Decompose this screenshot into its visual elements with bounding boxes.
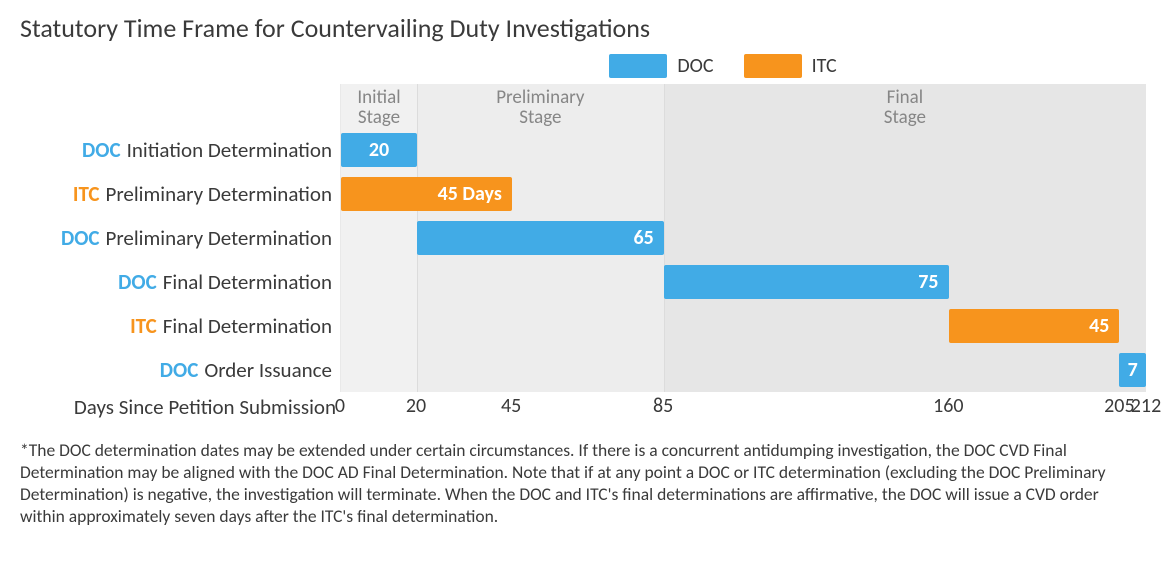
bar-row: 45: [341, 304, 1146, 348]
label-header-spacer: [20, 84, 340, 128]
gantt-bar: 65: [417, 221, 664, 255]
row-label: DOCInitiation Determination: [20, 128, 340, 172]
y-axis-labels: DOCInitiation DeterminationITCPreliminar…: [20, 84, 340, 422]
row-label: DOCPreliminary Determination: [20, 216, 340, 260]
row-label: DOCOrder Issuance: [20, 348, 340, 392]
bar-value-label: 45: [1089, 314, 1109, 338]
bar-value-label: 65: [633, 226, 653, 250]
row-label-text: Final Determination: [163, 313, 332, 339]
legend-item-itc: ITC: [744, 54, 837, 78]
chart-title: Statutory Time Frame for Countervailing …: [20, 12, 1146, 44]
row-label-org: DOC: [160, 357, 199, 383]
bar-value-label: 7: [1128, 358, 1138, 382]
row-label-org: ITC: [73, 181, 100, 207]
bar-value-label: 75: [918, 270, 938, 294]
x-tick: 45: [501, 394, 521, 418]
plot-area: InitialStagePreliminaryStageFinalStage 2…: [340, 84, 1146, 392]
gantt-bar: 7: [1119, 353, 1146, 387]
row-label-org: DOC: [82, 137, 121, 163]
bar-row: 20: [341, 128, 1146, 172]
gantt-bar: 75: [664, 265, 949, 299]
x-tick: 0: [335, 394, 345, 418]
row-label-text: Preliminary Determination: [106, 181, 332, 207]
stage-label-initial: InitialStage: [341, 88, 417, 128]
row-label-org: DOC: [118, 269, 157, 295]
x-tick: 160: [933, 394, 963, 418]
legend-swatch-itc: [744, 54, 802, 78]
gantt-bar: 45: [949, 309, 1120, 343]
row-label-text: Initiation Determination: [127, 137, 332, 163]
row-label-text: Order Issuance: [204, 357, 332, 383]
x-axis-ticks: 0204585160205212: [340, 392, 1146, 422]
x-tick: 20: [406, 394, 426, 418]
legend-item-doc: DOC: [609, 54, 713, 78]
x-tick: 85: [653, 394, 673, 418]
row-label-text: Final Determination: [163, 269, 332, 295]
bars-container: 20 45 Days 65 75 45 7: [341, 128, 1146, 392]
row-label: ITCFinal Determination: [20, 304, 340, 348]
legend-swatch-doc: [609, 54, 667, 78]
bar-row: 7: [341, 348, 1146, 392]
row-label-text: Preliminary Determination: [106, 225, 332, 251]
row-label-org: DOC: [61, 225, 100, 251]
bar-row: 65: [341, 216, 1146, 260]
legend-label-doc: DOC: [677, 54, 713, 78]
x-axis-title: Days Since Petition Submission: [20, 392, 340, 422]
row-label: ITCPreliminary Determination: [20, 172, 340, 216]
footnote: *The DOC determination dates may be exte…: [20, 440, 1146, 528]
bar-value-label: 20: [369, 138, 389, 162]
legend: DOC ITC: [300, 54, 1146, 78]
stage-label-final: FinalStage: [664, 88, 1146, 128]
bar-row: 45 Days: [341, 172, 1146, 216]
bar-value-label: 45 Days: [438, 182, 502, 206]
bar-row: 75: [341, 260, 1146, 304]
stage-label-prelim: PreliminaryStage: [417, 88, 664, 128]
legend-label-itc: ITC: [812, 54, 837, 78]
row-label-org: ITC: [130, 313, 157, 339]
x-tick: 212: [1131, 394, 1161, 418]
plot-column: InitialStagePreliminaryStageFinalStage 2…: [340, 84, 1146, 422]
gantt-bar: 45 Days: [341, 177, 512, 211]
gantt-bar: 20: [341, 133, 417, 167]
chart: DOCInitiation DeterminationITCPreliminar…: [20, 84, 1146, 422]
row-label: DOCFinal Determination: [20, 260, 340, 304]
